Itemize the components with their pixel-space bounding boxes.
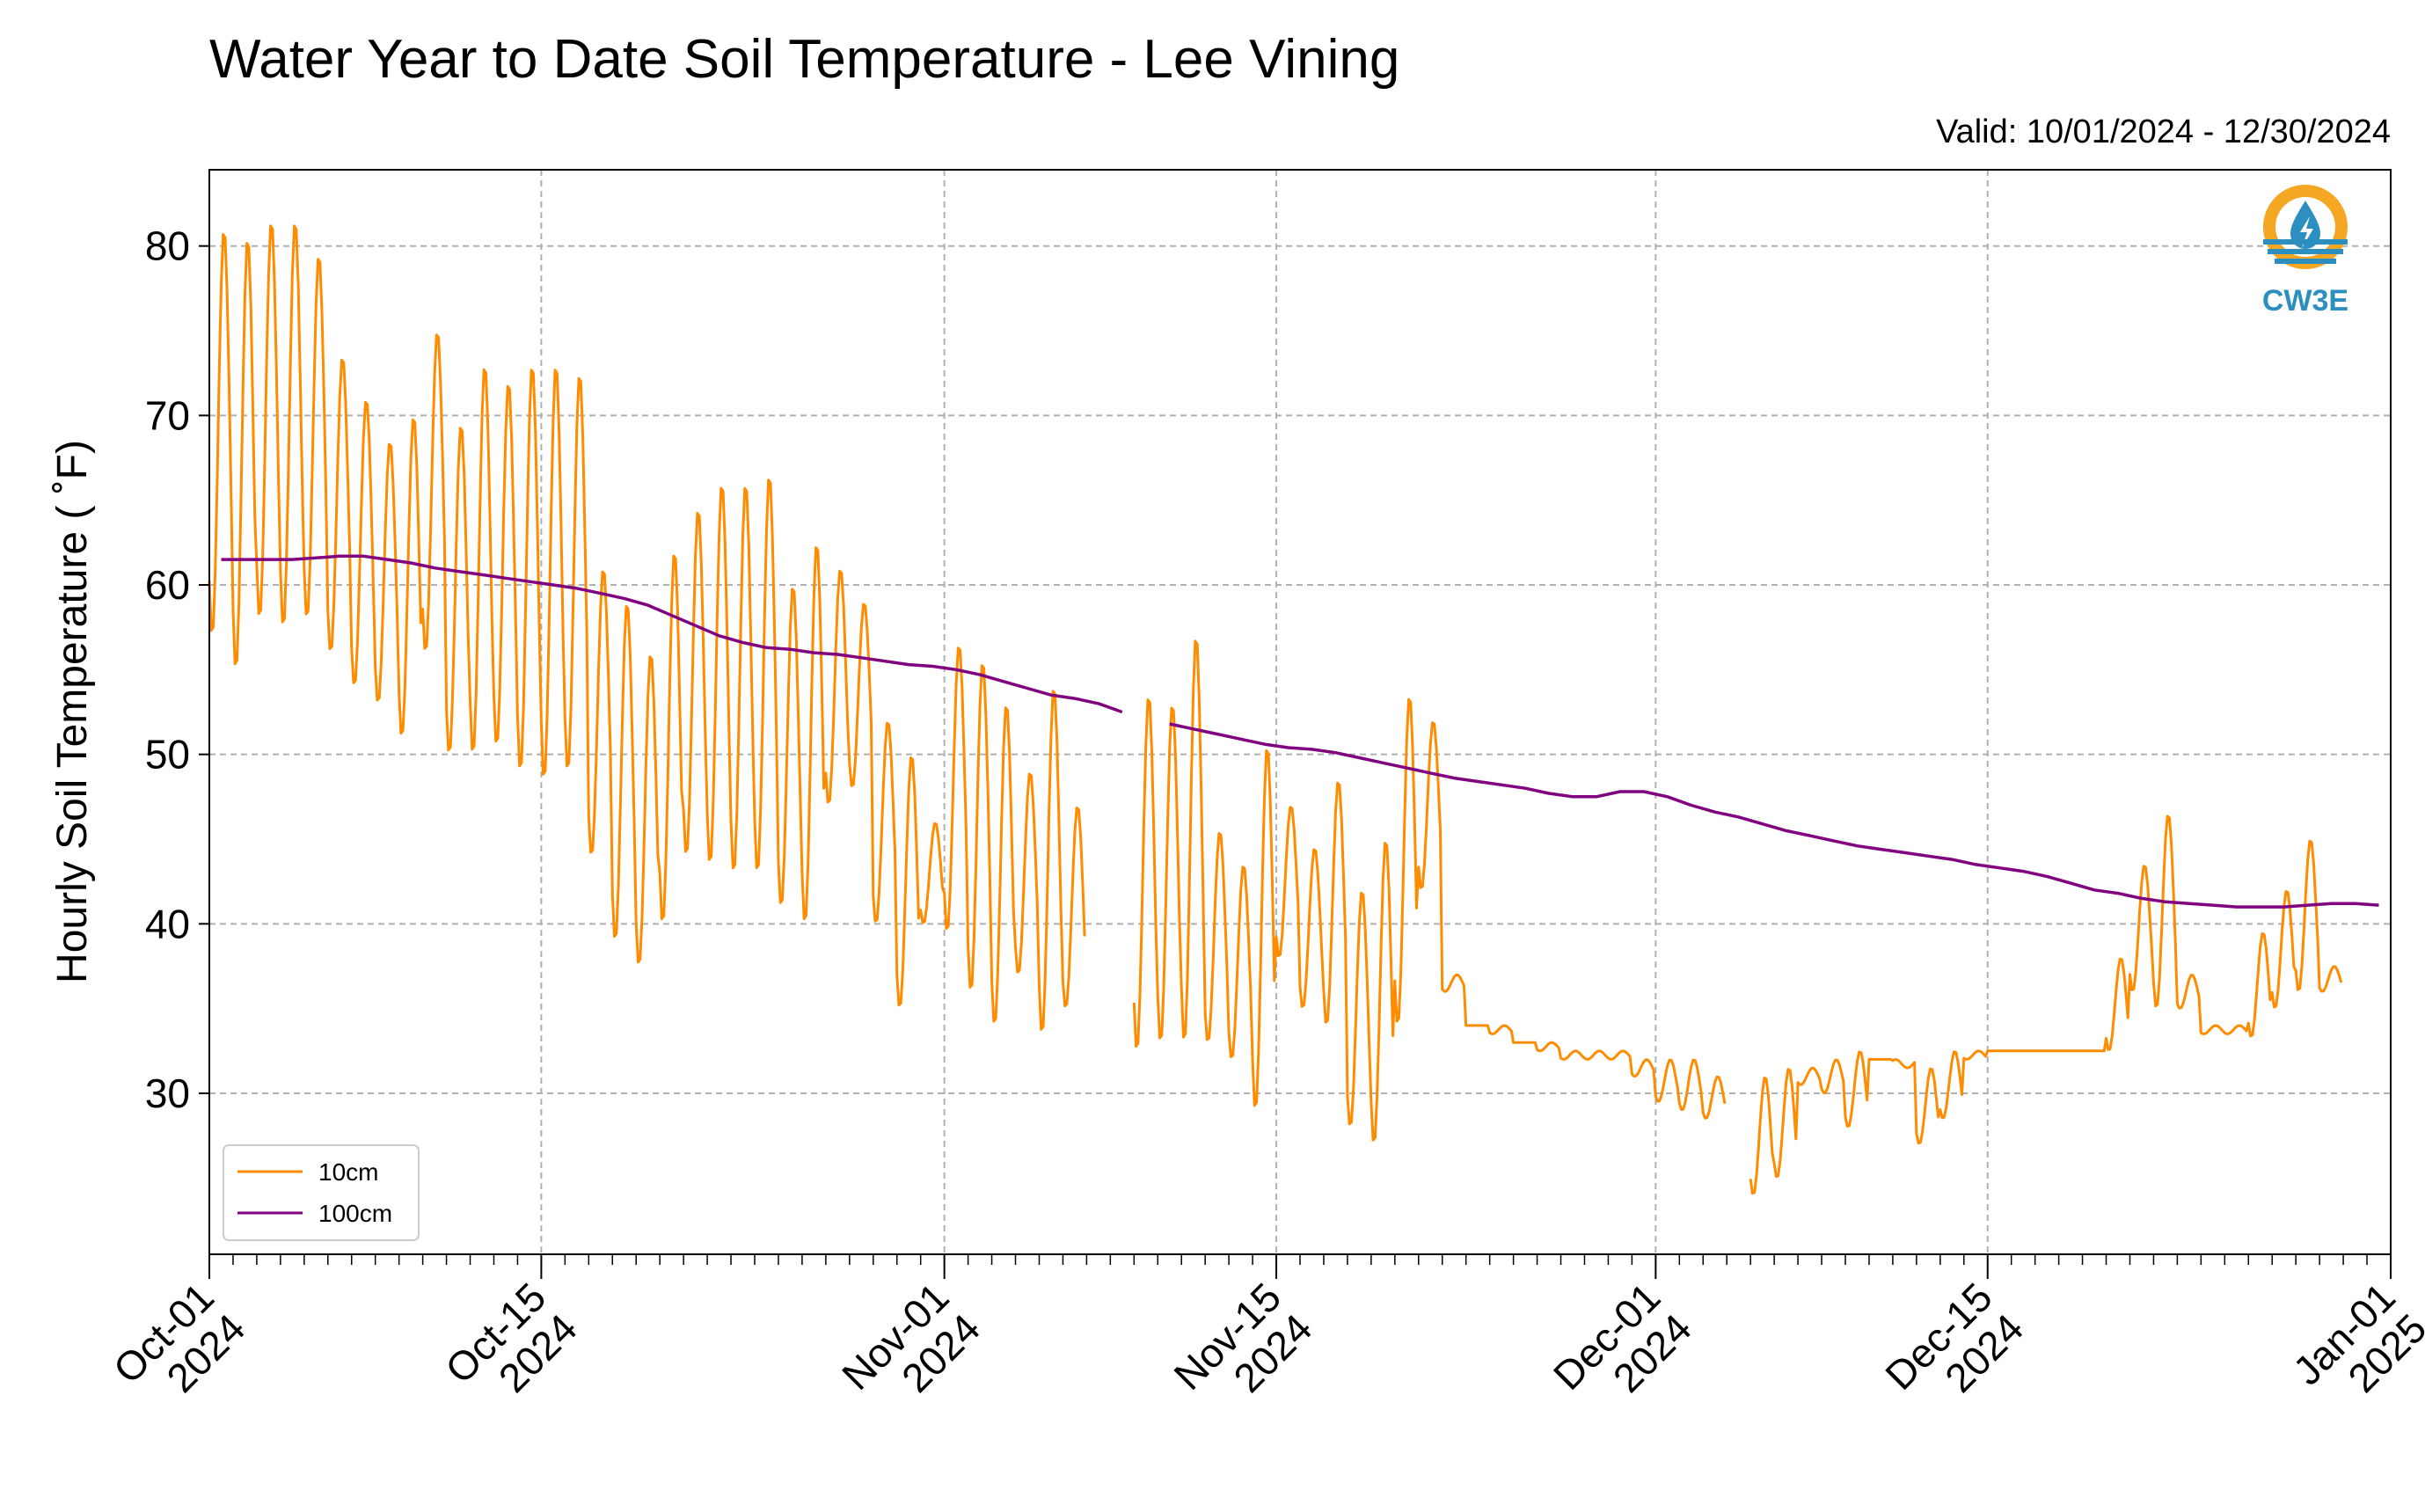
logo-wave-icon: [2268, 249, 2343, 254]
series-line-10cm: [1132, 639, 1727, 1142]
y-tick-label: 60: [145, 562, 190, 608]
y-tick-label: 50: [145, 732, 190, 778]
grid: [208, 170, 2392, 1254]
x-tick-label: Dec-012024: [1545, 1274, 1700, 1429]
cw3e-logo: CW3E: [2262, 185, 2348, 318]
x-tick-label: Oct-152024: [436, 1274, 586, 1423]
logo-bolt-icon: [2300, 216, 2313, 248]
x-tick-label: Jan-012025: [2284, 1274, 2425, 1425]
legend-label-10cm: 10cm: [318, 1158, 378, 1186]
chart-title: Water Year to Date Soil Temperature - Le…: [209, 29, 1399, 90]
logo-text: CW3E: [2262, 284, 2348, 318]
series-line-10cm: [208, 224, 1086, 1031]
logo-wave-icon: [2263, 239, 2348, 245]
series-lines: [208, 224, 2379, 1195]
logo-wave-icon: [2275, 259, 2336, 264]
x-tick-label: Oct-012024: [105, 1274, 254, 1423]
y-tick-label: 80: [145, 223, 190, 269]
y-tick-label: 70: [145, 392, 190, 438]
chart-subtitle: Valid: 10/01/2024 - 12/30/2024: [1936, 113, 2391, 150]
plot-frame: [208, 169, 2392, 1255]
series-line-100cm: [1169, 722, 2379, 909]
legend-label-100cm: 100cm: [318, 1200, 392, 1227]
legend: 10cm 100cm: [223, 1144, 420, 1241]
series-line-100cm: [221, 554, 1123, 714]
x-tick-label: Nov-012024: [833, 1274, 989, 1429]
x-tick-label: Nov-152024: [1165, 1274, 1320, 1429]
x-tick-label: Dec-152024: [1876, 1274, 2032, 1429]
y-tick-label: 30: [145, 1070, 190, 1116]
legend-box: [223, 1144, 420, 1241]
series-line-10cm: [1749, 814, 2343, 1195]
y-axis-label: Hourly Soil Temperature ( ˚F): [49, 440, 96, 983]
y-tick-label: 40: [145, 901, 190, 946]
